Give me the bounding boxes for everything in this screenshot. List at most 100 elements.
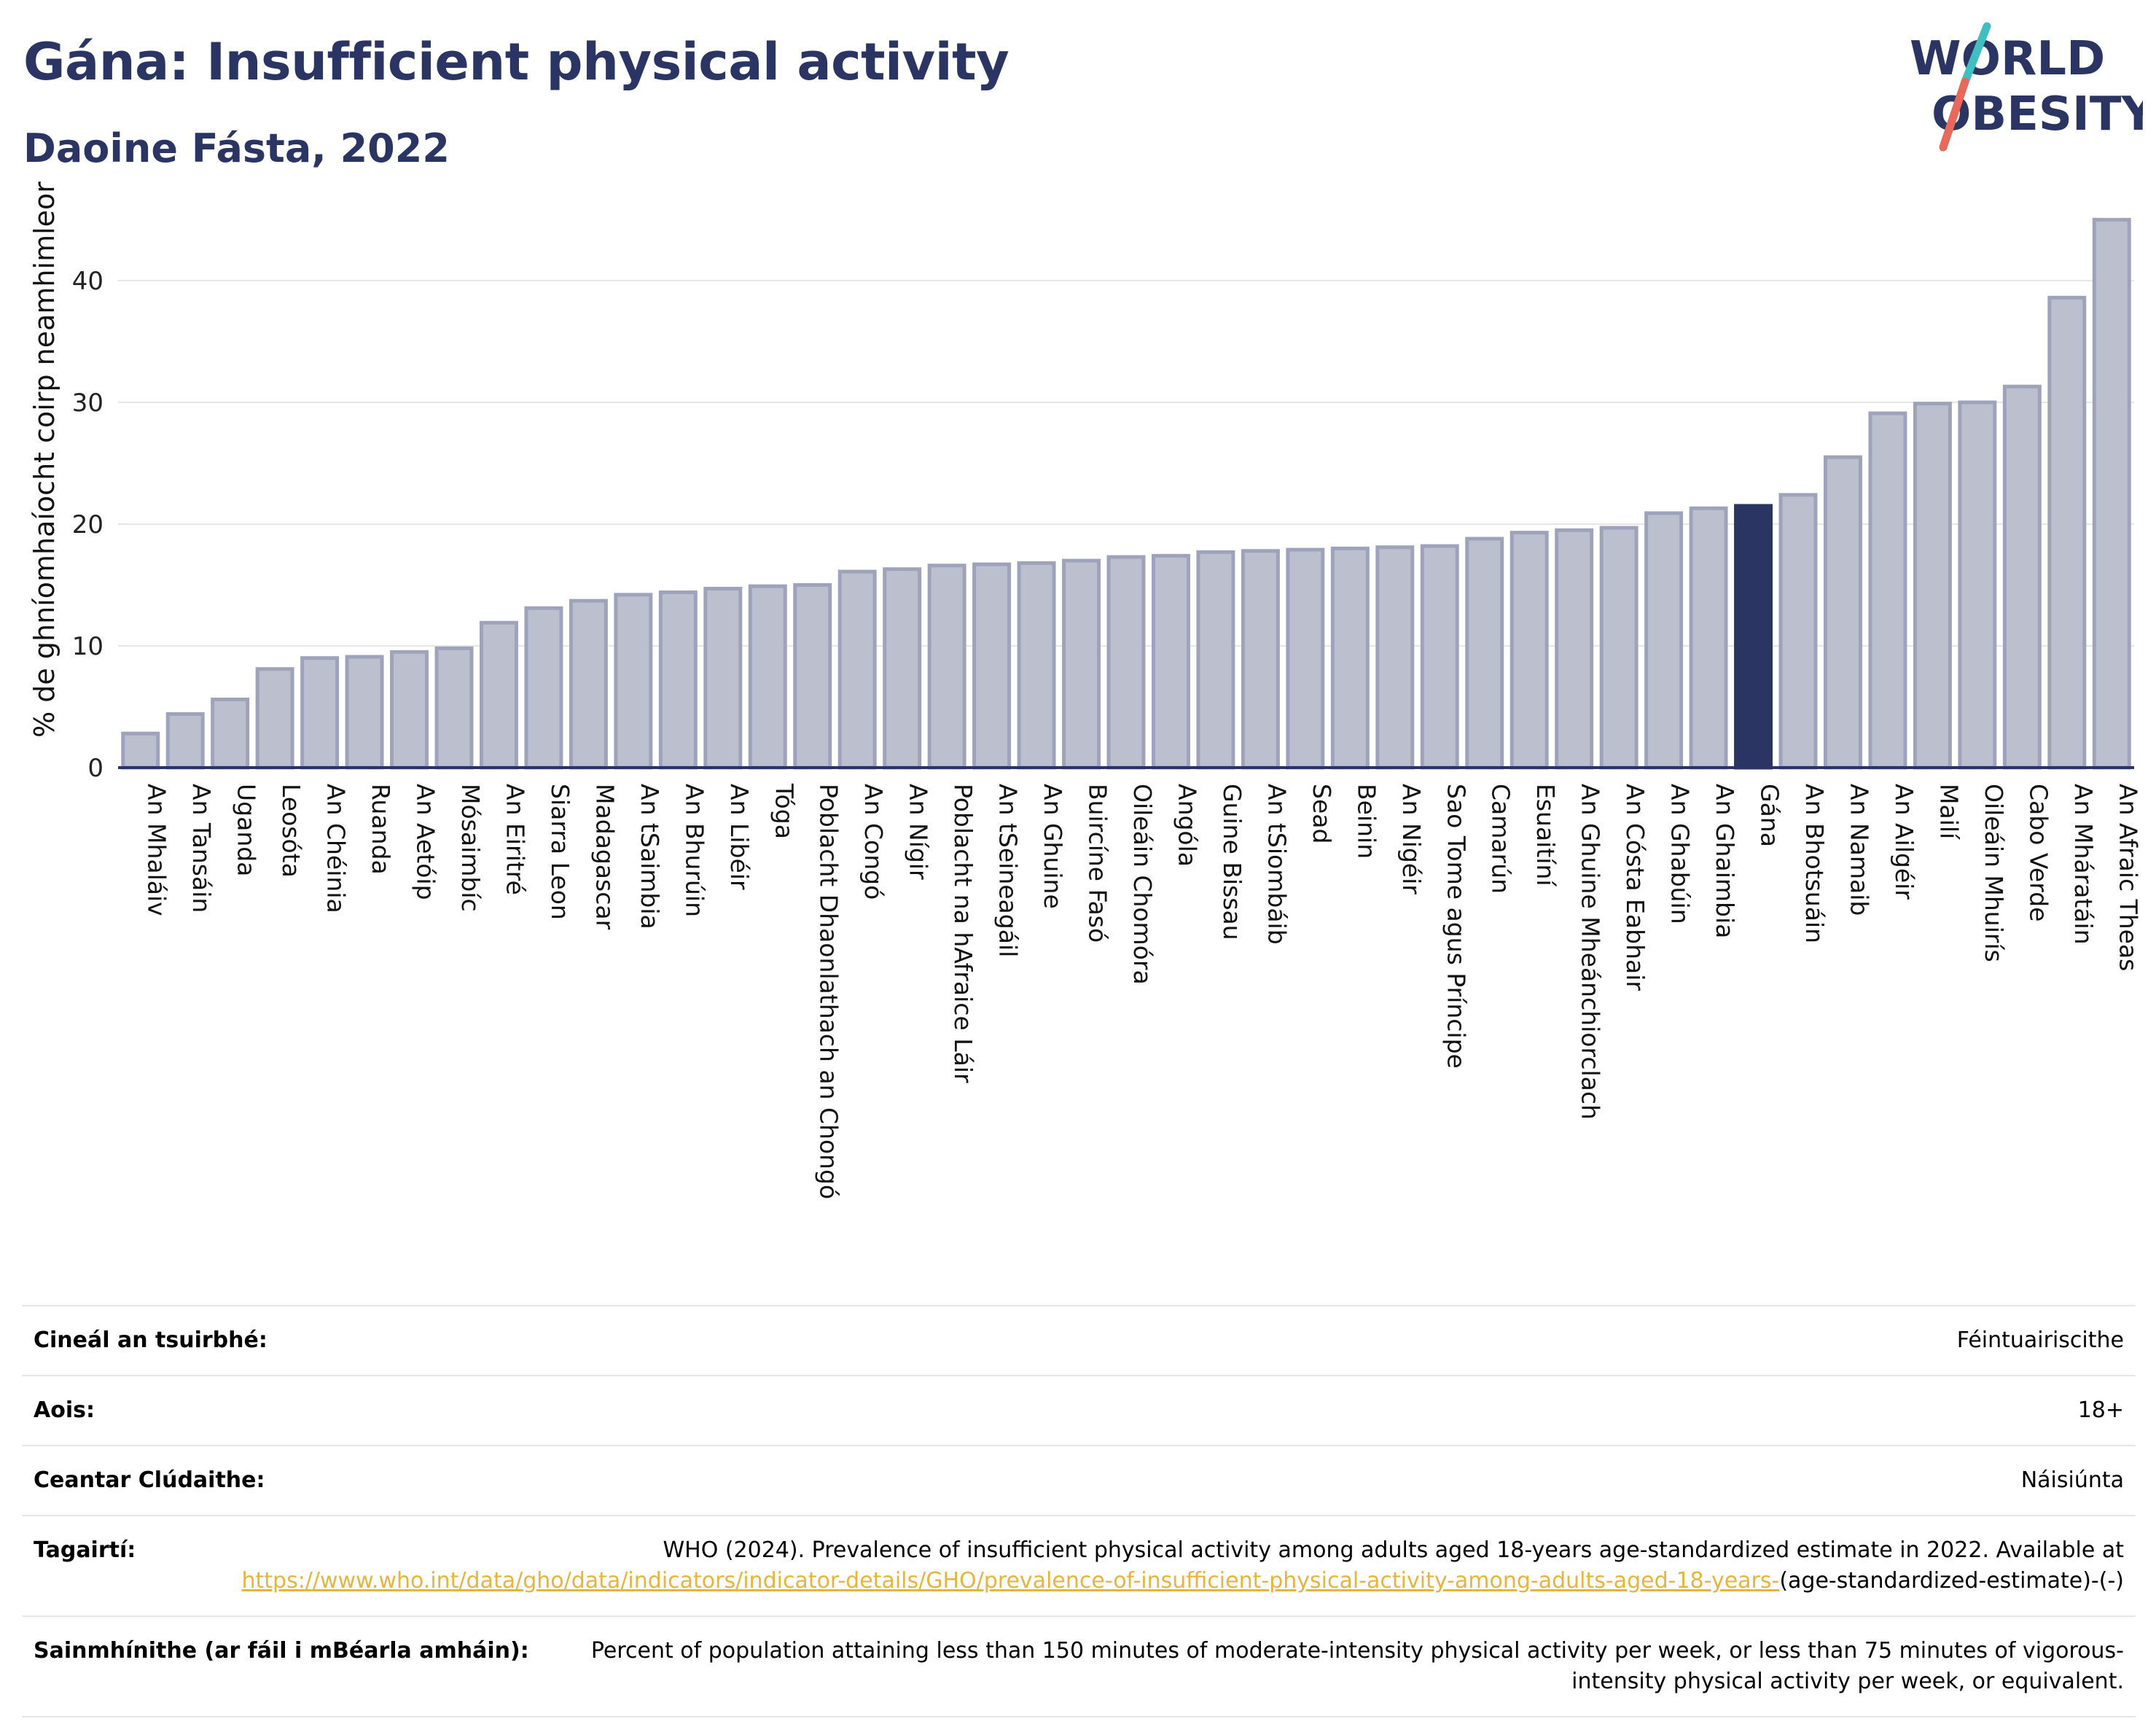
bar [1555,528,1594,770]
bar [211,697,250,770]
bar [1465,537,1504,770]
definitions-label: Sainmhínithe (ar fáil i mBéarla amháin): [34,1638,529,1664]
x-tick-label: Mósaimbíc [456,784,485,912]
x-tick-label: Camarún [1487,784,1515,894]
x-tick-label: Poblacht na hAfraice Láir [949,784,977,1083]
bar [479,620,518,770]
references-text: WHO (2024). Prevalence of insufficient p… [663,1537,2124,1563]
bar [2047,295,2087,770]
x-tick-label: Gána [1756,784,1784,847]
meta-row-references: Tagairtí: WHO (2024). Prevalence of insu… [22,1516,2136,1617]
metadata-table: Cineál an tsuirbhé: Féintuairiscithe Aoi… [22,1305,2136,1718]
bar [1241,549,1280,770]
coverage-value: Náisiúnta [2020,1467,2124,1493]
x-tick-label: Madagascar [590,784,619,930]
bar [1913,402,1952,770]
x-tick-label: An Eiritré [501,784,529,895]
y-tick-label: 30 [72,389,103,418]
x-tick-label: An Libéir [725,784,754,890]
logo-word-2: OBESITY [1932,87,2143,141]
x-tick-label: Oileáin Chomóra [1128,784,1157,985]
meta-row-age: Aois: 18+ [22,1376,2136,1446]
bar [2002,384,2042,770]
age-label: Aois: [34,1397,95,1423]
x-tick-label: Tóga [770,783,798,839]
y-tick-label: 10 [72,632,103,661]
x-tick-label: An tSiombáib [1262,784,1291,945]
x-tick-label: An Chéinia [322,784,351,913]
bar [883,567,922,770]
x-tick-label: Buircíne Fasó [1084,784,1112,943]
bar [165,712,205,770]
bar-highlight [1734,504,1773,770]
chart-title: Gána: Insufficient physical activity [23,32,1009,92]
bar [255,667,294,770]
x-tick-label: An Namaib [1845,784,1873,916]
x-tick-label: Sao Tome agus Príncipe [1442,784,1470,1069]
logo-slash-teal [1961,22,1991,86]
y-axis-label: % de ghníomhaíocht coirp neamhimleor [28,182,60,738]
y-tick-label: 40 [72,267,103,296]
bar [345,655,384,770]
bar [837,569,877,770]
references-link[interactable]: https://www.who.int/data/gho/data/indica… [241,1568,1780,1594]
x-tick-label: An Nigéir [1397,784,1426,894]
x-tick-label: An Ailgéir [1890,784,1918,900]
bar [1196,550,1235,770]
x-tick-label: Sead [1308,784,1336,843]
coverage-label: Ceantar Clúdaithe: [34,1467,265,1493]
bar-chart: 0 10 20 30 40 An Mhaláiv An Tansáin Uganda Leosó… [28,182,2142,1199]
references-suffix: (age-standardized-estimate)-(-) [1779,1568,2124,1594]
survey-type-label: Cineál an tsuirbhé: [34,1327,267,1353]
bar [1958,400,1997,770]
x-tick-label: Uganda [233,784,261,876]
bar [1823,455,1862,770]
bar [1062,558,1101,770]
x-tick-label: An Nígir [905,784,933,880]
bar [1599,526,1639,770]
x-tick-label: An Tansáin [187,784,216,913]
bar [434,646,474,770]
bar [1420,544,1459,770]
bar [1017,561,1056,770]
x-tick-label: An Congó [859,784,888,900]
world-obesity-logo: WORLD OBESITY [1910,22,2143,152]
bar [703,586,743,770]
x-tick-label: Leosóta [277,784,305,878]
bar [300,656,340,770]
x-tick-label: Guine Bissau [1218,784,1246,940]
x-tick-label: An Afraic Theas [2114,784,2142,971]
x-tick-label: Esuaitíní [1531,784,1560,887]
survey-type-value: Féintuairiscithe [1956,1327,2124,1353]
x-tick-label: An Aetóip [412,784,440,900]
bar [793,582,832,770]
x-tick-label: Siarra Leon [546,784,574,920]
x-tick-label: Cabo Verde [2024,784,2053,921]
x-tick-label: An Ghuine Mheánchiorclach [1577,784,1605,1120]
age-value: 18+ [2077,1397,2124,1423]
x-tick-label: Mailí [1934,784,1963,841]
y-tick-label: 20 [72,510,103,539]
x-tick-label: Angóla [1173,784,1201,867]
bar [524,606,563,770]
x-tick-label: An Bhurúin [680,784,708,917]
x-tick-label: An Mhaláiv [143,784,171,916]
bar [1644,511,1684,770]
x-tick-label: An tSeineagáil [994,784,1023,957]
x-tick-label: An tSaimbia [636,784,664,929]
bar [1286,547,1325,770]
bar [658,590,698,770]
x-tick-label: An Cósta Eabhair [1621,784,1649,991]
bar [569,599,608,770]
x-tick-label: Ruanda [367,784,395,875]
meta-row-coverage: Ceantar Clúdaithe: Náisiúnta [22,1446,2136,1516]
bar [1375,545,1415,770]
chart-subtitle: Daoine Fásta, 2022 [23,125,450,171]
bar [614,593,653,770]
bar [121,731,160,770]
x-tick-label: An Ghaimbia [1711,784,1739,938]
bar [1151,553,1190,770]
bar [1868,411,1907,770]
x-tick-label: Beinin [1352,784,1380,859]
meta-row-definitions: Sainmhínithe (ar fáil i mBéarla amháin):… [22,1617,2136,1718]
